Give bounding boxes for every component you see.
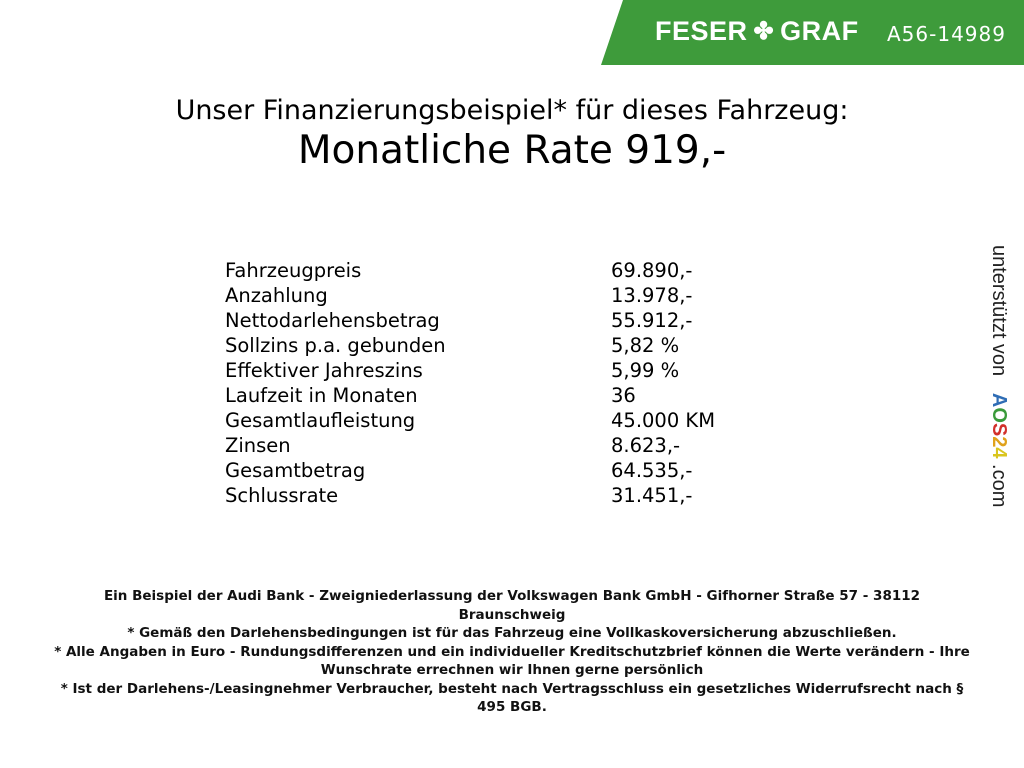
detail-value: 8.623,- — [611, 434, 681, 457]
detail-row: Anzahlung 13.978,- — [225, 283, 715, 308]
detail-label: Effektiver Jahreszins — [225, 359, 423, 382]
detail-row: Laufzeit in Monaten 36 — [225, 383, 715, 408]
detail-value: 64.535,- — [611, 459, 693, 482]
footer-line: * Ist der Darlehens-/Leasingnehmer Verbr… — [60, 680, 964, 716]
detail-label: Sollzins p.a. gebunden — [225, 334, 446, 357]
financing-subtitle: Unser Finanzierungsbeispiel* für dieses … — [175, 95, 849, 126]
aos24-logo: AOS24 — [988, 393, 1010, 459]
detail-value: 5,99 % — [611, 359, 680, 382]
vehicle-code: A56-14989 — [887, 22, 1006, 46]
brand-name-right: GRAF — [780, 16, 859, 46]
detail-label: Gesamtlaufleistung — [225, 409, 416, 432]
footer-line: Ein Beispiel der Audi Bank - Zweignieder… — [103, 588, 921, 623]
detail-value: 5,82 % — [611, 334, 680, 357]
detail-label: Anzahlung — [225, 284, 328, 307]
detail-label: Zinsen — [225, 434, 291, 457]
detail-label: Fahrzeugpreis — [225, 259, 362, 282]
detail-value: 69.890,- — [611, 259, 693, 282]
detail-value: 31.451,- — [611, 484, 693, 507]
detail-row: Zinsen 8.623,- — [225, 433, 715, 458]
financing-details: Fahrzeugpreis 69.890,- Anzahlung 13.978,- … — [225, 258, 715, 508]
brand-logo: FESER ✤ GRAF — [655, 16, 859, 47]
detail-row: Effektiver Jahreszins 5,99 % — [225, 358, 715, 383]
powered-by-text: unterstützt von — [988, 245, 1010, 377]
detail-label: Laufzeit in Monaten — [225, 384, 418, 407]
legal-footer: Ein Beispiel der Audi Bank - Zweignieder… — [50, 587, 974, 717]
logo-letter: O — [988, 407, 1010, 423]
logo-letter: 4 — [988, 447, 1010, 459]
logo-letter: S — [988, 422, 1010, 437]
powered-by-domain: .com — [988, 464, 1010, 508]
detail-row: Fahrzeugpreis 69.890,- — [225, 258, 715, 283]
detail-value: 45.000 KM — [611, 409, 716, 432]
detail-value: 13.978,- — [611, 284, 693, 307]
detail-row: Sollzins p.a. gebunden 5,82 % — [225, 333, 715, 358]
powered-by: unterstützt von AOS24 .com — [987, 245, 1010, 507]
clover-icon: ✤ — [753, 18, 775, 45]
brand-banner — [601, 0, 1024, 65]
brand-name-left: FESER — [655, 16, 748, 46]
detail-row: Gesamtlaufleistung 45.000 KM — [225, 408, 715, 433]
monthly-rate: Monatliche Rate 919,- — [297, 128, 727, 173]
detail-row: Schlussrate 31.451,- — [225, 483, 715, 508]
logo-letter: A — [988, 392, 1010, 408]
logo-letter: 2 — [988, 436, 1010, 448]
detail-label: Nettodarlehensbetrag — [225, 309, 440, 332]
footer-line: * Alle Angaben in Euro - Rundungsdiffere… — [54, 643, 970, 679]
footer-line: * Gemäß den Darlehensbedingungen ist für… — [127, 625, 897, 641]
detail-label: Schlussrate — [225, 484, 339, 507]
detail-row: Nettodarlehensbetrag 55.912,- — [225, 308, 715, 333]
detail-row: Gesamtbetrag 64.535,- — [225, 458, 715, 483]
detail-label: Gesamtbetrag — [225, 459, 366, 482]
detail-value: 55.912,- — [611, 309, 693, 332]
detail-value: 36 — [611, 384, 636, 407]
